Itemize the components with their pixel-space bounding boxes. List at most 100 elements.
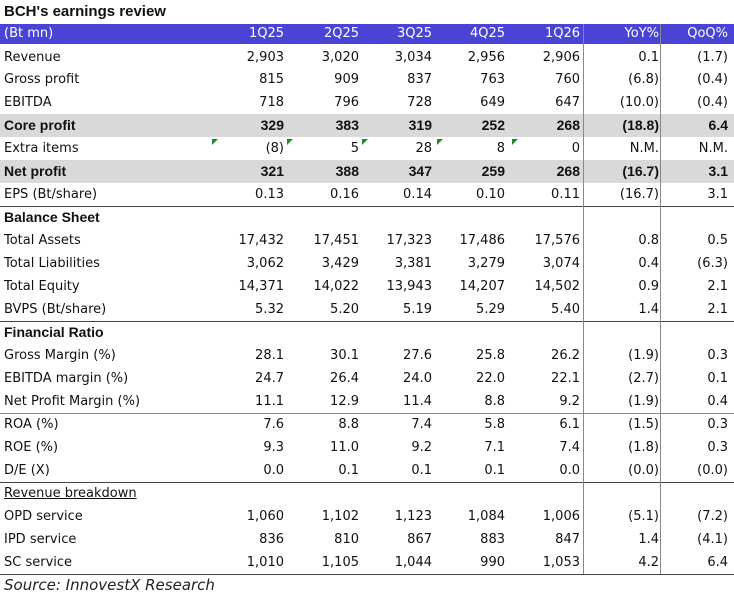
cell-value: 0.1 [411, 463, 432, 478]
cell-value: 5.32 [255, 302, 284, 317]
header-1q25: 1Q25 [248, 26, 284, 41]
header-unit: (Bt mn) [4, 26, 54, 41]
cell-value: 883 [480, 532, 505, 547]
cell-value: 1.4 [638, 302, 659, 317]
row-label: Net profit [4, 163, 67, 179]
cell-value: 0.1 [707, 371, 728, 386]
cell-value: 0.1 [638, 50, 659, 65]
cell-value: 847 [555, 532, 580, 547]
cell-value: 836 [259, 532, 284, 547]
table-title: BCH's earnings review [4, 3, 166, 20]
cell-value: 810 [334, 532, 359, 547]
cell-value: 647 [555, 95, 580, 110]
cell-value: 7.6 [263, 417, 284, 432]
cell-value: 0.11 [551, 187, 580, 202]
cell-value: (16.7) [622, 163, 659, 179]
header-4q25: 4Q25 [469, 26, 505, 41]
cell-value: 1,102 [321, 509, 359, 524]
table-row: Total Assets 17,432 17,451 17,323 17,486 17,5… [0, 229, 734, 252]
cell-value: 26.2 [551, 348, 580, 363]
cell-value: 0.5 [707, 233, 728, 248]
row-label: Total Equity [4, 279, 80, 294]
cell-value: 3,020 [321, 50, 359, 65]
cell-value: 347 [408, 163, 432, 179]
cell-value: 8.8 [484, 394, 505, 409]
row-label: EPS (Bt/share) [4, 187, 98, 202]
row-label: Extra items [4, 141, 79, 156]
cell-value: (6.8) [628, 72, 659, 87]
cell-value: (7.2) [697, 509, 728, 524]
table-row: Total Liabilities 3,062 3,429 3,381 3,279 3,0… [0, 252, 734, 275]
cell-value: 2.1 [707, 279, 728, 294]
table-row: BVPS (Bt/share) 5.32 5.20 5.19 5.29 5.40 1.4 2.… [0, 298, 734, 321]
table-row: Core profit 329 383 319 252 268 (18.8) 6.4 [0, 114, 734, 137]
cell-value: 1.4 [638, 532, 659, 547]
row-label: Total Assets [4, 233, 81, 248]
comment-marker-icon [362, 139, 368, 145]
source-note: Source: InnovestX Research [4, 576, 215, 594]
row-divider [0, 321, 734, 322]
cell-value: 17,576 [534, 233, 581, 248]
cell-value: (16.7) [619, 187, 659, 202]
header-yoy: YoY% [624, 26, 659, 41]
table-row: Net Profit Margin (%) 11.1 12.9 11.4 8.8 9.2 (… [0, 390, 734, 413]
cell-value: (1.9) [628, 348, 659, 363]
table-row: OPD service 1,060 1,102 1,123 1,084 1,006 (5.1… [0, 505, 734, 528]
section-revenue-breakdown-label: Revenue breakdown [4, 486, 137, 501]
column-divider [583, 24, 584, 574]
row-label: ROE (%) [4, 440, 59, 455]
cell-value: 7.4 [559, 440, 580, 455]
cell-value: 3.1 [707, 187, 728, 202]
cell-value: 815 [259, 72, 284, 87]
cell-value: 319 [408, 117, 432, 133]
cell-value: 7.1 [484, 440, 505, 455]
cell-value: 17,432 [238, 233, 285, 248]
comment-marker-icon [212, 139, 218, 145]
table-header: (Bt mn) 1Q25 2Q25 3Q25 4Q25 1Q26 YoY% Qo… [0, 24, 734, 44]
row-divider [0, 413, 734, 414]
cell-value: 383 [335, 117, 359, 133]
cell-value: 25.8 [476, 348, 505, 363]
row-label: OPD service [4, 509, 83, 524]
cell-value: (4.1) [697, 532, 728, 547]
cell-value: 0.0 [263, 463, 284, 478]
cell-value: 14,022 [313, 279, 360, 294]
table-row: EPS (Bt/share) 0.13 0.16 0.14 0.10 0.11 (16.7)… [0, 183, 734, 206]
cell-value: 14,371 [238, 279, 285, 294]
cell-value: 7.4 [411, 417, 432, 432]
cell-value: 760 [555, 72, 580, 87]
cell-value: 6.4 [707, 555, 728, 570]
cell-value: 3,381 [394, 256, 432, 271]
table-row: EBITDA 718 796 728 649 647 (10.0) (0.4) [0, 91, 734, 114]
cell-value: 0.4 [638, 256, 659, 271]
row-label: Net Profit Margin (%) [4, 394, 141, 409]
cell-value: 22.1 [551, 371, 580, 386]
cell-value: 0.10 [476, 187, 505, 202]
row-label: BVPS (Bt/share) [4, 302, 107, 317]
cell-value: 22.0 [476, 371, 505, 386]
cell-value: 0.4 [707, 394, 728, 409]
cell-value: 1,044 [394, 555, 432, 570]
cell-value: 0.3 [707, 348, 728, 363]
cell-value: 3,429 [321, 256, 359, 271]
table-row: Net profit 321 388 347 259 268 (16.7) 3.1 [0, 160, 734, 183]
cell-value: 268 [556, 117, 580, 133]
cell-value: 837 [407, 72, 432, 87]
row-label: SC service [4, 555, 73, 570]
cell-value: 0.16 [330, 187, 359, 202]
cell-value: (1.5) [628, 417, 659, 432]
table-row: Gross Margin (%) 28.1 30.1 27.6 25.8 26.2 (1.9… [0, 344, 734, 367]
table-row: D/E (X) 0.0 0.1 0.1 0.1 0.0 (0.0) (0.0) [0, 459, 734, 482]
cell-value: 8 [496, 141, 505, 156]
cell-value: 0.3 [707, 440, 728, 455]
cell-value: 1,053 [542, 555, 580, 570]
cell-value: 0.1 [338, 463, 359, 478]
row-label: EBITDA margin (%) [4, 371, 129, 386]
cell-value: 11.4 [403, 394, 432, 409]
cell-value: (10.0) [619, 95, 659, 110]
section-revenue-breakdown: Revenue breakdown [0, 482, 734, 505]
cell-value: 649 [480, 95, 505, 110]
cell-value: 990 [480, 555, 505, 570]
cell-value: 17,451 [313, 233, 360, 248]
cell-value: 14,502 [534, 279, 581, 294]
